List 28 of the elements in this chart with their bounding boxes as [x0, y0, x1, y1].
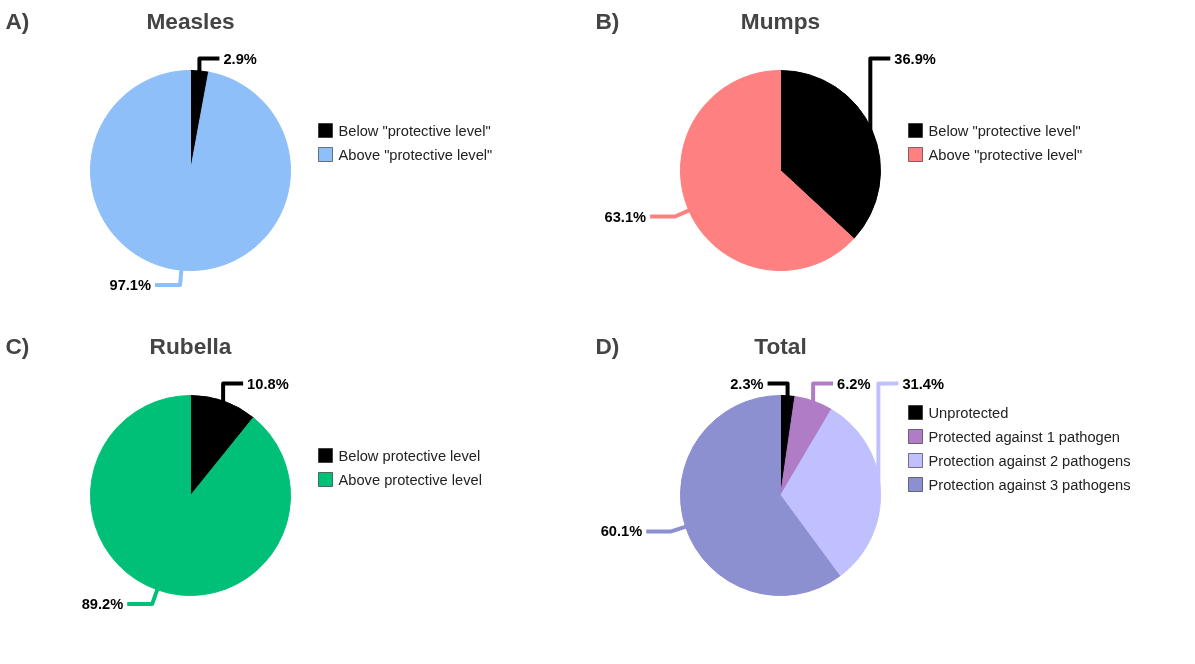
data-label: 63.1% — [604, 208, 647, 225]
text: A) — [5, 7, 30, 34]
legend-label: Protection against 2 pathogens — [928, 452, 1131, 469]
data-label: 10.8% — [247, 375, 289, 392]
legend-label: Unprotected — [928, 404, 1009, 421]
legend-label: Below "protective level" — [338, 122, 491, 139]
data-label: 2.3% — [730, 375, 764, 392]
legend-label: Protected against 1 pathogen — [928, 428, 1120, 445]
data-label: 31.4% — [902, 375, 944, 392]
data-label: 2.9% — [223, 50, 257, 67]
text: B) — [595, 7, 620, 34]
data-label: 60.1% — [600, 523, 643, 540]
legend-label: Above "protective level" — [928, 146, 1083, 163]
data-label: 36.9% — [894, 50, 936, 67]
legend-label: Below protective level — [338, 447, 481, 464]
legend-label: Above "protective level" — [338, 146, 493, 163]
chart-title: Rubella — [149, 332, 232, 359]
data-label: 97.1% — [109, 277, 152, 294]
chart-title: Measles — [146, 7, 235, 34]
legend-label: Above protective level — [338, 471, 482, 488]
chart-title: Mumps — [740, 7, 821, 34]
data-label: 6.2% — [837, 375, 871, 392]
legend-label: Below "protective level" — [928, 122, 1081, 139]
chart-title: Total — [754, 332, 807, 359]
text: C) — [5, 332, 30, 359]
legend-label: Protection against 3 pathogens — [928, 476, 1131, 493]
text: D) — [595, 332, 620, 359]
data-label: 89.2% — [81, 595, 124, 612]
